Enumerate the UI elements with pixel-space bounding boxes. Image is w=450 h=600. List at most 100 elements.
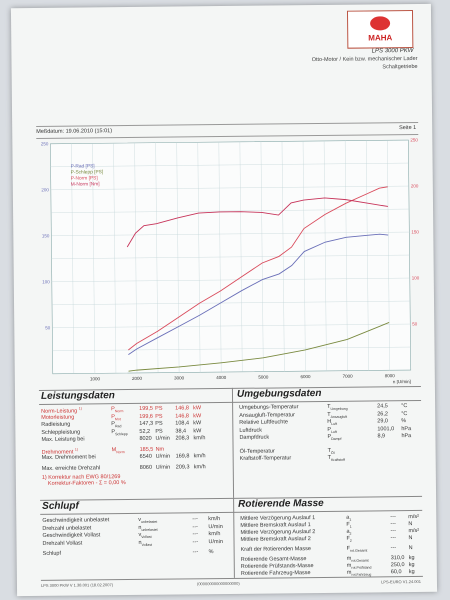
y2-tick-label: 100: [412, 275, 420, 280]
row-label: Relative Luftfeuchte: [239, 419, 288, 426]
row-label: Rotierende Prüfstands-Masse: [240, 563, 314, 570]
row-unit: km/h: [208, 531, 221, 538]
row-value: 1001,0: [377, 425, 395, 432]
y-gridline: [52, 346, 411, 351]
row-symbol: PMot: [111, 413, 121, 421]
row-symbol: TUmgebung: [327, 403, 348, 411]
row-unit: N: [408, 521, 413, 528]
row-symbol: PSchlepp: [111, 428, 128, 436]
row-label: Schleppleistung: [41, 429, 81, 436]
row-value: 24,5: [377, 403, 388, 410]
footer-left: LPS 3000 PKW V 1.38.001 (18.02.2007): [40, 582, 114, 588]
series-line: [128, 233, 389, 355]
y2-tick-label: 200: [411, 183, 419, 188]
y-gridline: [51, 254, 410, 260]
row-label: Mittlere Bremskraft Auslauf 1: [240, 522, 311, 529]
row-label: Dampfdruck: [239, 434, 270, 441]
row-label: Geschwindigkeit Vollast: [42, 532, 101, 539]
section-divider: [40, 509, 423, 515]
row-value-2: 209,3: [175, 463, 190, 471]
row-symbol: TAnsaugluft: [327, 411, 348, 419]
row-value: 250,0: [390, 562, 405, 569]
row-value: 310,0: [390, 555, 405, 562]
row-unit-2: km/h: [193, 463, 206, 470]
row-value: 8,9: [377, 433, 386, 440]
maha-logo: MAHA: [346, 10, 414, 49]
row-unit: hPa: [401, 433, 412, 440]
row-unit: %: [208, 548, 214, 555]
row-label: Rotierende Fahrzeug-Masse: [240, 570, 311, 577]
x-tick-label: 5000: [258, 375, 269, 380]
row-value-2: 108,4: [175, 420, 190, 427]
engine-description: Otto-Motor / Kein bzw. mechanischer Lade…: [312, 56, 418, 72]
row-value: ---: [192, 538, 199, 545]
row-unit-1: PS: [155, 413, 163, 420]
row-value: 60,0: [390, 569, 402, 576]
y-gridline: [52, 300, 411, 306]
rotierende-masse-table: [11, 4, 431, 8]
y-gridline: [50, 162, 409, 168]
row-symbol: PRad: [111, 421, 122, 429]
row-label: Max. Drehmoment bei: [41, 454, 96, 461]
row-label: Mittlere Bremskraft Auslauf 2: [240, 536, 311, 543]
x-tick-label: 8000: [385, 373, 396, 378]
x-tick-label: 4000: [216, 375, 227, 380]
row-unit: °C: [401, 410, 408, 417]
row-label: Ansaugluft-Temperatur: [239, 411, 295, 419]
row-value: ---: [390, 545, 397, 552]
row-label: Luftdruck: [239, 427, 263, 434]
leistungsdaten-table: [11, 4, 431, 8]
row-unit-2: km/h: [193, 453, 206, 460]
row-unit: N: [408, 535, 413, 542]
row-value: ---: [192, 516, 198, 523]
footer-right: LPS-EURO V1.24.001: [381, 578, 421, 585]
column-divider: [231, 387, 235, 498]
engine-line-2: Schaltgetriebe: [382, 63, 418, 71]
y-gridline: [52, 323, 411, 328]
row-unit-1: PS: [155, 428, 163, 435]
row-unit-1: PS: [155, 405, 163, 412]
x-tick-label: 6000: [300, 374, 311, 379]
row-value: ---: [192, 531, 198, 538]
y-tick-label: 50: [45, 325, 51, 330]
row-unit: m/s²: [408, 513, 420, 521]
measurement-date: Meßdatum: 19.06.2010 (15:01): [36, 128, 113, 135]
row-label: Mittlere Verzögerung Auslauf 2: [240, 529, 316, 536]
row-value: ---: [192, 523, 198, 530]
row-unit-2: kW: [193, 405, 202, 412]
row-value-1: 185,5: [139, 446, 154, 453]
row-label: Drehzahl Vollast: [42, 539, 83, 547]
footnote: Korrektur-Faktoren - Σ = 0,00 %: [47, 480, 126, 487]
row-symbol: vunbelastet: [138, 516, 158, 524]
schlupf-table: [11, 4, 431, 8]
x-tick-label: 7000: [343, 374, 354, 379]
row-symbol: TÖl: [327, 447, 335, 455]
y-tick-label: 100: [42, 279, 50, 284]
y-tick-label: 150: [42, 233, 50, 238]
row-value-1: 147,3: [139, 420, 154, 427]
row-unit-1: Nm: [155, 446, 165, 453]
row-symbol: Frot.Gesamt: [346, 545, 368, 553]
footer-middle: (000000000000000000): [196, 580, 240, 587]
row-value: 29,0: [377, 418, 389, 425]
row-unit: hPa: [401, 425, 412, 432]
series-line: [128, 322, 390, 372]
series-line: [128, 186, 388, 351]
row-label: Schlupf: [42, 550, 62, 557]
power-torque-chart: 1000 2000 3000 4000 5000 6000 7000 8000 50 100 150…: [41, 137, 420, 384]
row-label: Drehzahl unbelastet: [42, 524, 92, 532]
row-unit: kg: [408, 562, 415, 569]
y-tick-label: 250: [41, 141, 49, 146]
column-divider: [233, 497, 235, 578]
logo-brand: MAHA: [368, 33, 393, 43]
logo-eye-icon: [370, 16, 391, 31]
x-axis-label: n [U/min]: [393, 379, 411, 384]
row-value-1: 8020: [139, 435, 152, 442]
y2-tick-label: 250: [410, 137, 418, 142]
row-label: Mittlere Verzögerung Auslauf 1: [240, 515, 316, 522]
row-unit: °C: [401, 403, 408, 410]
row-value-2: 169,8: [175, 453, 190, 460]
row-unit-2: kW: [193, 420, 202, 427]
row-unit: m/s²: [408, 527, 420, 535]
x-tick-label: 3000: [174, 375, 185, 380]
